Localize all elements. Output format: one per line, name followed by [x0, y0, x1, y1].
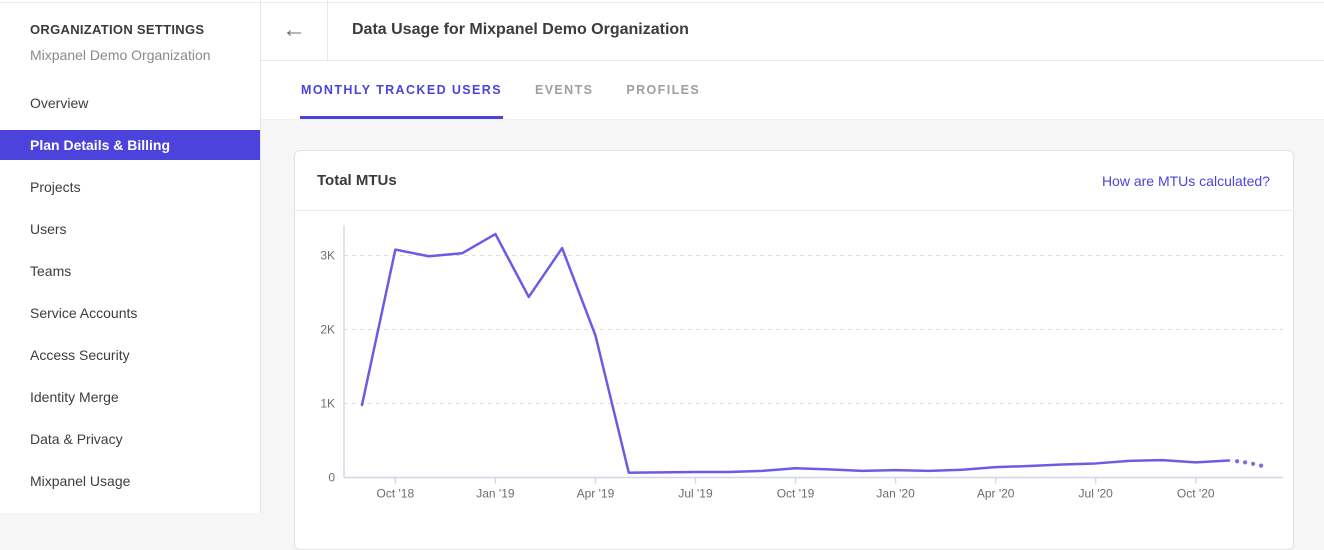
- y-axis-tick-label: 0: [328, 471, 335, 485]
- card-header: Total MTUs How are MTUs calculated?: [295, 151, 1293, 211]
- data-usage-tabs: MONTHLY TRACKED USERS EVENTS PROFILES: [261, 61, 1324, 120]
- y-axis-tick-label: 2K: [320, 323, 335, 337]
- sidebar-item-data-privacy[interactable]: Data & Privacy: [30, 431, 123, 447]
- how-mtus-calculated-link[interactable]: How are MTUs calculated?: [1101, 172, 1270, 189]
- sidebar-item-overview[interactable]: Overview: [30, 95, 89, 111]
- sidebar-item-plan-details-billing[interactable]: Plan Details & Billing: [0, 130, 260, 160]
- tab-profiles[interactable]: PROFILES: [626, 83, 701, 97]
- y-axis-tick-label: 1K: [320, 397, 335, 411]
- sidebar-item-teams[interactable]: Teams: [30, 263, 72, 279]
- mtu-chart-area: 0 1K 2K 3K Oct '18 Jan '19 Apr '19 Jul '19 Oct '…: [295, 211, 1295, 513]
- organization-name: Mixpanel Demo Organization: [30, 47, 211, 63]
- x-axis-tick-label: Jan '20: [876, 487, 915, 501]
- projection-dot: [1235, 459, 1240, 464]
- x-axis-tick-label: Oct '19: [777, 487, 815, 501]
- page-header: ← Data Usage for Mixpanel Demo Organizat…: [261, 0, 1324, 61]
- sidebar-item-projects[interactable]: Projects: [30, 179, 81, 195]
- back-button[interactable]: ←: [261, 0, 328, 60]
- sidebar-item-service-accounts[interactable]: Service Accounts: [30, 305, 138, 321]
- back-arrow-icon: ←: [282, 16, 306, 43]
- sidebar-nav: Overview Plan Details & Billing Projects…: [0, 88, 260, 496]
- x-axis-tick-label: Oct '20: [1177, 487, 1215, 501]
- card-title: Total MTUs: [317, 172, 397, 189]
- y-axis-tick-label: 3K: [320, 249, 335, 263]
- organization-settings-sidebar: ORGANIZATION SETTINGS Mixpanel Demo Orga…: [0, 0, 261, 513]
- content-area: Total MTUs How are MTUs calculated? 0 1K 2…: [261, 120, 1324, 550]
- projection-dot: [1259, 463, 1264, 468]
- projection-dot: [1251, 461, 1256, 466]
- x-axis-tick-label: Jul '19: [678, 487, 713, 501]
- mtu-line-chart: 0 1K 2K 3K Oct '18 Jan '19 Apr '19 Jul '19 Oct '…: [320, 225, 1283, 501]
- x-axis-tick-label: Jan '19: [476, 487, 515, 501]
- projection-dot: [1243, 460, 1248, 465]
- sidebar-item-mixpanel-usage[interactable]: Mixpanel Usage: [30, 473, 131, 489]
- tab-events[interactable]: EVENTS: [534, 83, 594, 97]
- page-title: Data Usage for Mixpanel Demo Organizatio…: [352, 21, 689, 38]
- sidebar-item-access-security[interactable]: Access Security: [30, 347, 130, 363]
- x-axis-tick-label: Apr '19: [577, 487, 615, 501]
- x-axis-tick-label: Oct '18: [377, 487, 415, 501]
- total-mtus-card: Total MTUs How are MTUs calculated? 0 1K 2…: [294, 150, 1294, 550]
- x-axis-tick-label: Apr '20: [977, 487, 1015, 501]
- sidebar-item-identity-merge[interactable]: Identity Merge: [30, 389, 119, 405]
- x-axis-tick-label: Jul '20: [1079, 487, 1114, 501]
- mtu-series-line: [360, 232, 1231, 474]
- sidebar-item-users[interactable]: Users: [30, 221, 67, 237]
- tab-monthly-tracked-users[interactable]: MONTHLY TRACKED USERS: [300, 61, 503, 119]
- sidebar-section-label: ORGANIZATION SETTINGS: [30, 22, 205, 37]
- main-panel: ← Data Usage for Mixpanel Demo Organizat…: [261, 0, 1324, 550]
